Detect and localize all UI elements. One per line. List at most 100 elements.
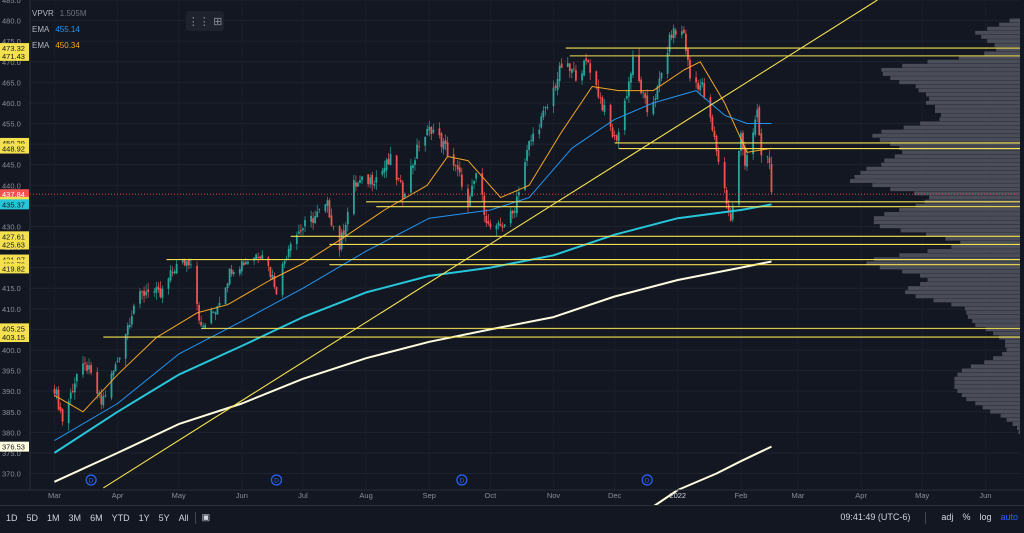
candle-body: [145, 291, 148, 296]
candle-body: [630, 73, 632, 83]
candle-body: [310, 215, 313, 222]
volume-profile-bar: [902, 150, 1020, 155]
candle-body: [324, 204, 327, 212]
y-tick-label: 485.0: [2, 0, 21, 5]
candle-body: [397, 177, 400, 180]
volume-profile-bar: [964, 306, 1020, 311]
range-button-1d[interactable]: 1D: [6, 512, 18, 523]
range-button-5y[interactable]: 5Y: [158, 512, 170, 523]
candle-body: [560, 63, 563, 68]
candle-body: [717, 150, 720, 162]
percent-toggle[interactable]: %: [962, 511, 971, 522]
range-button-all[interactable]: All: [178, 512, 189, 523]
y-tick-label: 415.0: [2, 284, 21, 293]
adj-toggle[interactable]: adj: [941, 511, 954, 522]
calendar-icon[interactable]: ▣: [201, 512, 211, 522]
volume-profile-bar: [873, 220, 1020, 225]
y-tick-label: 475.0: [2, 37, 21, 46]
range-button-1y[interactable]: 1Y: [138, 512, 150, 523]
x-tick-label: Aug: [359, 491, 372, 500]
y-tick-label: 385.0: [2, 408, 21, 417]
candle-body: [373, 183, 376, 186]
y-tick-label: 470.0: [2, 58, 21, 67]
log-toggle[interactable]: log: [979, 511, 992, 522]
candle-body: [656, 86, 659, 100]
indicator-legend: VPVR 1.505M EMA 455.14 EMA 450.34: [32, 6, 86, 54]
price-badge: [0, 332, 29, 343]
candle-body: [181, 259, 184, 263]
auto-scale-toggle[interactable]: auto: [1000, 511, 1018, 522]
volume-profile-bar: [914, 191, 1020, 196]
candle-body: [255, 254, 258, 260]
volume-profile-bar: [1009, 18, 1020, 23]
candle-body: [283, 260, 286, 265]
candle-body: [581, 73, 583, 81]
candle-body: [242, 262, 245, 265]
candle-body: [167, 278, 170, 289]
trendline: [103, 0, 878, 489]
candle-body: [175, 264, 178, 274]
range-button-5d[interactable]: 5D: [26, 512, 39, 523]
x-tick-label: Jun: [236, 491, 248, 500]
legend-ema-2[interactable]: EMA 450.34: [32, 38, 86, 54]
candle-body: [102, 396, 105, 406]
candle-body: [118, 357, 121, 360]
volume-profile-bar: [890, 142, 1020, 146]
dividend-marker-icon: [270, 474, 283, 486]
candle-body: [530, 139, 533, 141]
x-tick-label: May: [915, 491, 929, 500]
candle-body: [556, 79, 559, 91]
y-tick-label: 375.0: [2, 449, 21, 458]
candle-body: [210, 309, 213, 324]
candle-body: [528, 140, 530, 150]
candle-body: [75, 374, 78, 382]
volume-profile-bar: [951, 302, 1020, 307]
candle-body: [355, 182, 357, 187]
volume-profile-bar: [866, 261, 1020, 266]
candle-body: [603, 104, 606, 112]
y-tick-label: 430.0: [2, 222, 21, 231]
legend-ema-1[interactable]: EMA 455.14: [32, 22, 86, 38]
volume-profile-bar: [879, 224, 1020, 229]
x-tick-label: Mar: [792, 491, 805, 500]
candle-body: [312, 218, 315, 223]
range-button-ytd[interactable]: YTD: [111, 512, 130, 523]
candle-body: [511, 210, 514, 214]
candle-body: [426, 128, 429, 136]
candle-body: [271, 275, 274, 279]
x-tick-label: Dec: [608, 491, 622, 500]
footer-divider-2: [925, 511, 927, 524]
candle-body: [554, 86, 557, 88]
candle-body: [729, 213, 732, 221]
legend-ema-2-value: 450.34: [55, 41, 80, 50]
candle-body: [332, 226, 335, 228]
x-tick-label: Oct: [485, 491, 498, 500]
candle-body: [285, 258, 288, 260]
candle-body: [746, 154, 748, 167]
range-button-6m[interactable]: 6M: [90, 512, 103, 523]
candle-body: [410, 165, 412, 193]
candle-body: [672, 28, 675, 39]
candle-body: [568, 63, 571, 72]
price-badge: [0, 143, 29, 154]
ma-line-5: [652, 445, 772, 508]
volume-profile-bar: [933, 298, 1020, 303]
volume-profile-bar: [884, 158, 1020, 163]
candle-body: [615, 135, 618, 141]
volume-profile-bar: [954, 380, 1020, 385]
range-button-3m[interactable]: 3M: [68, 512, 82, 523]
range-button-1m[interactable]: 1M: [47, 512, 60, 523]
candle-body: [481, 173, 484, 195]
candle-body: [517, 192, 520, 196]
candle-body: [261, 255, 264, 259]
price-badge: [0, 189, 29, 200]
volume-profile-bar: [994, 43, 1020, 48]
layout-toggle-button[interactable]: ⋮⋮ ⊞: [186, 11, 224, 31]
candle-body: [658, 78, 661, 86]
candle-body: [300, 230, 302, 232]
price-badge: [0, 43, 29, 54]
candle-body: [381, 170, 384, 175]
legend-vpvr[interactable]: VPVR 1.505M: [32, 6, 86, 22]
